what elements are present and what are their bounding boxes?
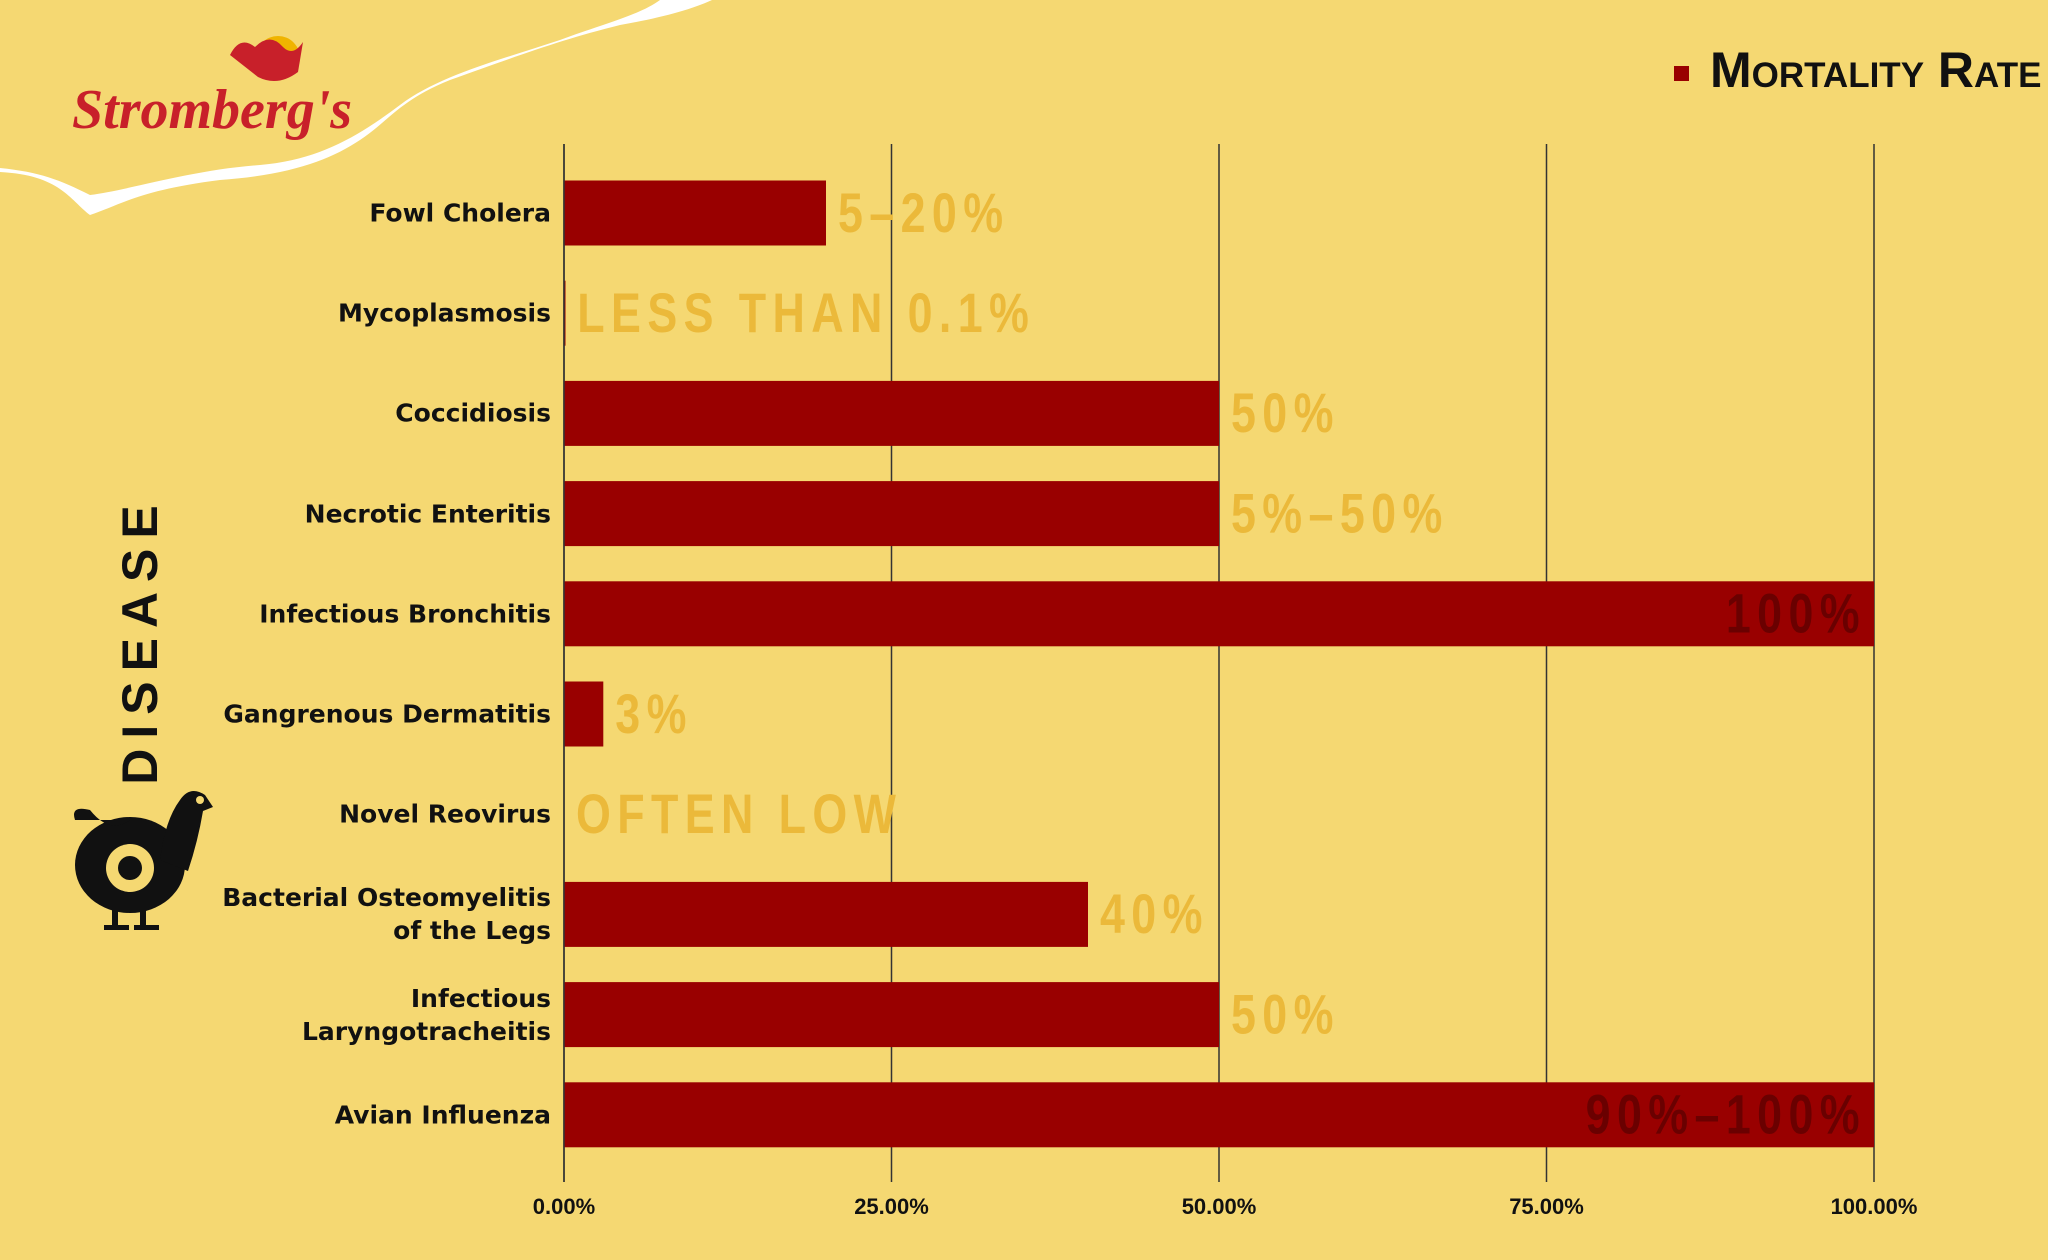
y-axis-label: DISEASE <box>112 495 168 785</box>
y-tick-label: Novel Reovirus <box>339 799 551 829</box>
chicken-icon <box>74 791 213 930</box>
y-tick-label: Mycoplasmosis <box>338 298 551 328</box>
x-tick-label: 75.00% <box>1509 1194 1584 1219</box>
bar <box>564 982 1219 1048</box>
value-label: OFTEN LOW <box>576 782 902 845</box>
bar <box>564 581 1874 647</box>
x-tick-label: 50.00% <box>1182 1194 1257 1219</box>
value-label: 40% <box>1100 882 1209 945</box>
y-tick-label: Gangrenous Dermatitis <box>223 699 551 729</box>
value-label: 5–20% <box>838 181 1009 244</box>
bar <box>564 1082 1874 1148</box>
bar <box>564 481 1219 547</box>
value-label: 50% <box>1231 381 1340 444</box>
legend-label: Mortality Rate <box>1710 42 2041 98</box>
value-label: 5%–50% <box>1231 482 1449 545</box>
bar <box>564 380 1219 446</box>
bar <box>564 180 826 246</box>
y-tick-label: Avian Influenza <box>334 1100 551 1130</box>
x-tick-label: 25.00% <box>854 1194 929 1219</box>
value-label: LESS THAN 0.1% <box>577 281 1035 344</box>
y-tick-label: Fowl Cholera <box>369 198 551 228</box>
x-tick-label: 100.00% <box>1831 1194 1918 1219</box>
y-tick-label: Infectious Bronchitis <box>259 599 551 629</box>
y-tick-label: Infectious Laryngotracheitis <box>302 983 551 1046</box>
legend-swatch <box>1674 66 1689 81</box>
x-tick-label: 0.00% <box>533 1194 595 1219</box>
value-label: 100% <box>1726 582 1866 645</box>
decor-swoosh <box>0 0 712 215</box>
logo: Stromberg's <box>72 79 352 141</box>
bar <box>564 881 1088 947</box>
y-tick-label: Coccidiosis <box>395 398 551 428</box>
y-tick-label: Bacterial Osteomyelitis of the Legs <box>222 883 551 946</box>
y-tick-label: Necrotic Enteritis <box>304 499 551 529</box>
bar <box>564 681 604 747</box>
value-label: 50% <box>1231 983 1340 1046</box>
value-label: 90%–100% <box>1586 1083 1866 1146</box>
value-label: 3% <box>615 682 693 745</box>
logo-rooster <box>230 39 303 81</box>
